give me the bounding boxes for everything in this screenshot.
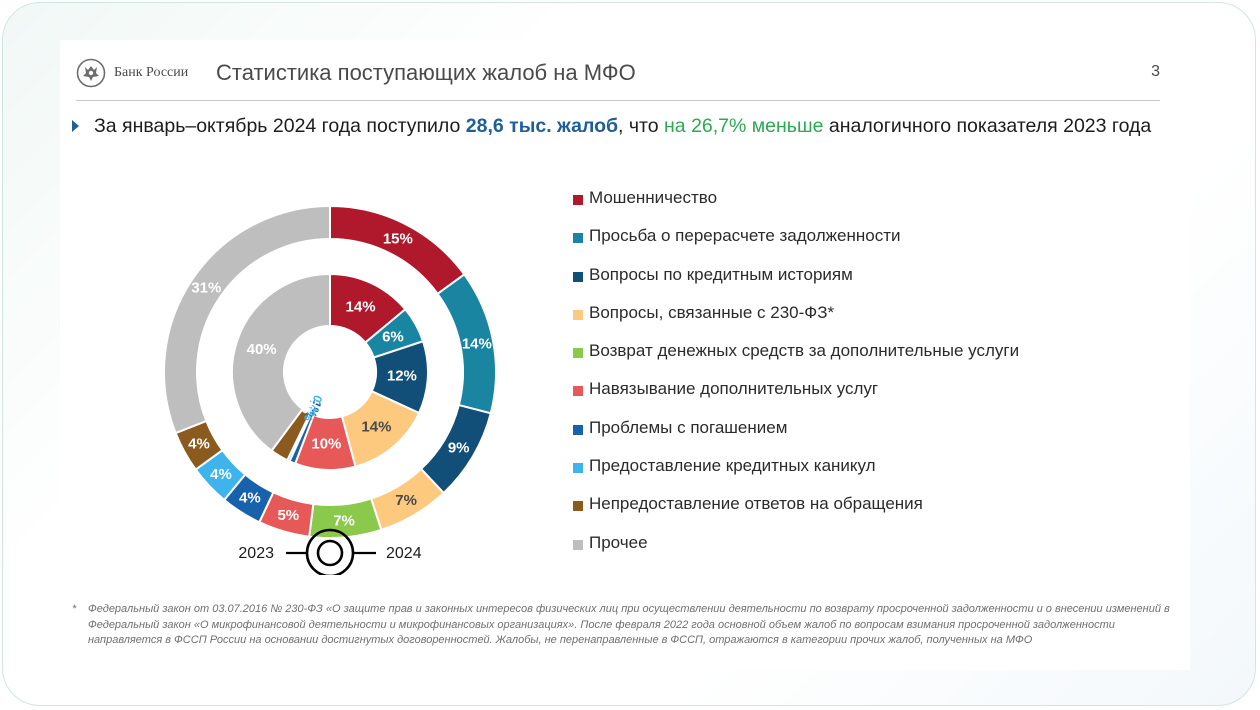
slice-2023-10 [231, 272, 331, 453]
ring-legend-right-label: 2024 [386, 545, 422, 562]
ring-2024 [163, 204, 497, 539]
bank-name: Банк России [114, 65, 189, 80]
legend-item: Мошенничество [573, 186, 1173, 224]
slice-label-2023-7: 1% [305, 398, 325, 420]
legend-swatch [573, 463, 583, 474]
legend-item: Вопросы, связанные с 230-ФЗ* [573, 301, 1173, 339]
legend-label: Навязывание дополнительных услуг [589, 379, 879, 399]
chart-legend: Мошенничество Просьба о перерасчете задол… [573, 186, 1173, 569]
legend-swatch [573, 233, 583, 244]
slice-label-2024-1: 15% [383, 230, 413, 247]
ring-legend-left-label: 2023 [238, 545, 274, 562]
slice-label-2023-2: 6% [382, 329, 404, 346]
slice-label-2024-8: 4% [210, 466, 232, 483]
footnote: * Федеральный закон от 03.07.2016 № 230-… [72, 602, 1184, 649]
footnote-text: Федеральный закон от 03.07.2016 № 230-ФЗ… [88, 603, 1170, 646]
footnote-mark: * [72, 603, 77, 615]
slice-label-2024-7: 4% [239, 490, 261, 507]
legend-swatch [573, 195, 583, 205]
headline-change: на 26,7% меньше [664, 115, 824, 137]
legend-item: Возврат денежных средств за дополнительн… [573, 339, 1173, 377]
slice-label-2024-6: 5% [277, 507, 299, 524]
ring-legend-inner-circle [316, 539, 344, 567]
legend-item: Проблемы с погашением [573, 416, 1173, 454]
slice-label-2023-3: 12% [387, 368, 417, 385]
nested-donut-chart: 14%6%12%14%10%1%0,4%3%40%15%14%9%7%7%5%4… [163, 204, 497, 575]
headline-text-1: За январь–октябрь 2024 года поступило [94, 115, 466, 137]
legend-swatch [573, 309, 583, 320]
slice-label-2023-10: 40% [247, 341, 277, 358]
legend-swatch [573, 539, 583, 550]
headline-text-3: аналогичного показателя 2023 года [823, 115, 1152, 137]
slice-label-2024-9: 4% [188, 436, 210, 453]
bank-emblem-icon [76, 58, 106, 88]
legend-swatch [573, 271, 583, 282]
bullet-arrow-icon [72, 120, 79, 132]
legend-swatch [573, 501, 583, 512]
legend-label: Предоставление кредитных каникул [589, 456, 876, 476]
headline-complaints-count: 28,6 тыс. жалоб [465, 115, 619, 137]
slice-label-2023-6: 10% [311, 435, 341, 452]
legend-item: Вопросы по кредитным историям [573, 263, 1173, 301]
slice-labels: 14%6%12%14%10%1%0,4%3%40%15%14%9%7%7%5%4… [188, 230, 492, 529]
legend-item: Непредоставление ответов на обращения [573, 492, 1173, 530]
legend-swatch [573, 386, 583, 397]
legend-swatch [573, 424, 583, 435]
slice-2024-10 [163, 204, 331, 435]
headline-text-2: , что [618, 115, 665, 137]
legend-item: Навязывание дополнительных услуг [573, 377, 1173, 415]
page-title: Статистика поступающих жалоб на МФО [216, 60, 636, 85]
legend-label: Вопросы, связанные с 230-ФЗ* [589, 302, 835, 322]
legend-item: Просьба о перерасчете задолженности [573, 224, 1173, 262]
slice-label-2023-1: 14% [346, 298, 376, 315]
slice-label-2024-5: 7% [333, 512, 355, 529]
slice-label-2024-4: 7% [395, 492, 417, 509]
legend-item: Прочее [573, 531, 1173, 569]
legend-label: Вопросы по кредитным историям [589, 264, 853, 284]
legend-item: Предоставление кредитных каникул [573, 454, 1173, 492]
legend-label: Мошенничество [589, 188, 718, 207]
legend-label: Просьба о перерасчете задолженности [589, 226, 901, 246]
page-number: 3 [1151, 63, 1160, 80]
slide: Банк России Статистика поступающих жалоб… [60, 40, 1190, 670]
headline: За январь–октябрь 2024 года поступило 28… [72, 114, 1154, 139]
legend-label: Непредоставление ответов на обращения [589, 494, 923, 514]
ring-legend-outer-circle [305, 528, 355, 575]
slice-label-2024-3: 9% [448, 440, 470, 457]
ring-legend: 2023 2024 [238, 528, 422, 575]
legend-swatch [573, 348, 583, 359]
ring-2023 [231, 272, 429, 471]
legend-label: Прочее [589, 532, 648, 552]
slide-header: Банк России Статистика поступающих жалоб… [76, 58, 1160, 101]
slice-label-2024-10: 31% [191, 279, 221, 296]
legend-label: Проблемы с погашением [589, 417, 788, 437]
slice-label-2023-4: 14% [361, 419, 391, 436]
legend-label: Возврат денежных средств за дополнительн… [589, 341, 1020, 361]
slice-label-2024-2: 14% [462, 335, 492, 352]
